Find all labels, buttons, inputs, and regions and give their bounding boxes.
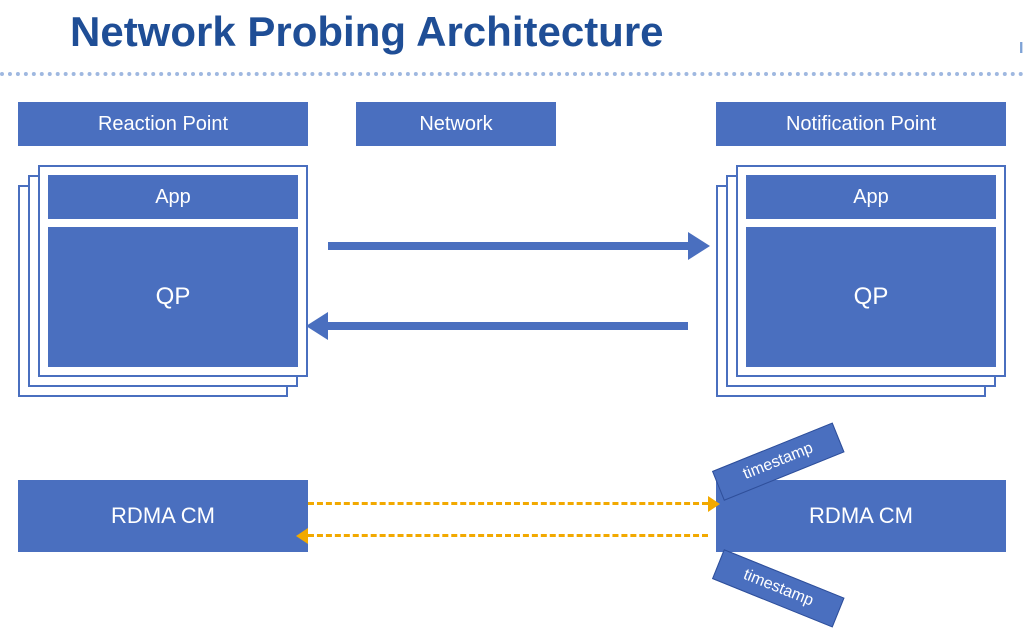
dashed-arrow-right: [308, 502, 708, 505]
header-network: Network: [356, 102, 556, 146]
cropped-edge-text: I: [1019, 40, 1024, 58]
qp-box-right: QP: [746, 227, 996, 367]
page-title: Network Probing Architecture: [70, 8, 664, 56]
rdma-cm-right: RDMA CM: [716, 480, 1006, 552]
dashed-arrow-left: [308, 534, 708, 537]
arrow-qp-right: [328, 242, 688, 250]
arrow-qp-left: [328, 322, 688, 330]
title-underline: [0, 72, 1024, 76]
stack-frame-front: App QP: [38, 165, 308, 377]
app-box-right: App: [746, 175, 996, 219]
rdma-cm-left: RDMA CM: [18, 480, 308, 552]
dashed-arrowhead-left-icon: [296, 528, 308, 544]
timestamp-callout-lower: timestamp: [712, 549, 845, 627]
arrowhead-right-icon: [688, 232, 710, 260]
slide: Network Probing Architecture I Reaction …: [0, 0, 1024, 630]
arrowhead-left-icon: [306, 312, 328, 340]
stack-reaction-point: App QP: [18, 165, 308, 397]
header-notification-point: Notification Point: [716, 102, 1006, 146]
stack-notification-point: App QP: [716, 165, 1006, 397]
qp-box-left: QP: [48, 227, 298, 367]
header-reaction-point: Reaction Point: [18, 102, 308, 146]
stack-frame-front: App QP: [736, 165, 1006, 377]
app-box-left: App: [48, 175, 298, 219]
dashed-arrowhead-right-icon: [708, 496, 720, 512]
